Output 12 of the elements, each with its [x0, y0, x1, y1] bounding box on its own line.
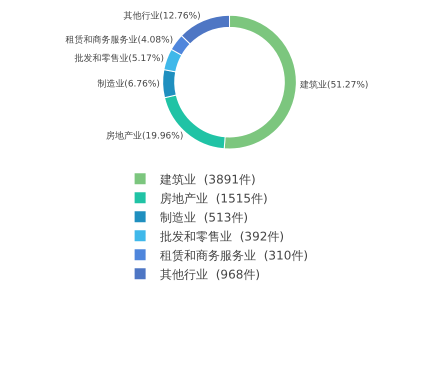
legend-label: 其他行业 (968件) [160, 267, 260, 282]
data-label: 批发和零售业(5.17%) [74, 53, 164, 64]
legend-label: 房地产业 (1515件) [160, 191, 268, 206]
data-label: 建筑业(51.27%) [299, 79, 368, 90]
legend-label: 建筑业 (3891件) [159, 172, 256, 186]
legend-label: 租赁和商务服务业 (310件) [160, 248, 308, 262]
data-label: 租赁和商务服务业(4.08%) [66, 34, 174, 46]
legend-label: 批发和零售业 (392件) [160, 229, 284, 244]
data-label: 制造业(6.76%) [97, 78, 160, 90]
data-label: 房地产业(19.96%) [106, 130, 184, 142]
legend-label: 制造业 (513件) [160, 210, 248, 224]
data-label: 其他行业(12.76%) [123, 10, 201, 22]
